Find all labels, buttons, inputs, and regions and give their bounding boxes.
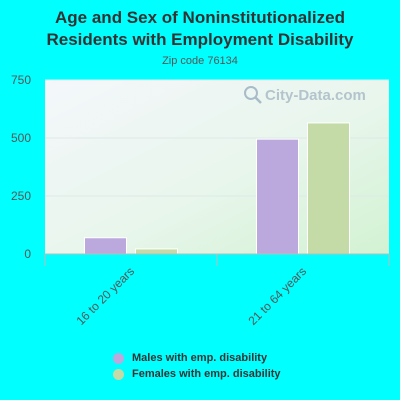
magnifier-icon — [244, 86, 262, 104]
chart-title: Age and Sex of Noninstitutionalized Resi… — [0, 7, 400, 51]
chart-title-line2: Residents with Employment Disability — [46, 30, 354, 49]
watermark-text: City-Data.com — [265, 87, 366, 104]
legend-swatch-males — [113, 352, 124, 364]
legend-label-females: Females with emp. disability — [132, 368, 281, 380]
y-tick-label: 0 — [24, 247, 31, 261]
y-tick-label: 500 — [11, 131, 31, 145]
legend-item-males: Males with emp. disability — [113, 350, 281, 366]
x-tick-label: 21 to 64 years — [245, 264, 309, 328]
bars — [84, 122, 350, 255]
bar-males — [256, 138, 299, 255]
x-tick-label: 16 to 20 years — [73, 264, 137, 328]
legend-swatch-females — [113, 368, 124, 380]
legend-label-males: Males with emp. disability — [132, 352, 268, 364]
y-tick-label: 250 — [11, 189, 31, 203]
bar-females — [307, 122, 350, 255]
bar-females — [135, 248, 178, 255]
chart-title-line1: Age and Sex of Noninstitutionalized — [55, 8, 345, 27]
chart-subtitle: Zip code 76134 — [162, 55, 238, 67]
legend-item-females: Females with emp. disability — [113, 366, 281, 382]
y-tick-label: 750 — [11, 73, 31, 87]
bar-males — [84, 237, 127, 255]
legend: Males with emp. disability Females with … — [113, 350, 281, 382]
watermark: City-Data.com — [244, 86, 366, 104]
